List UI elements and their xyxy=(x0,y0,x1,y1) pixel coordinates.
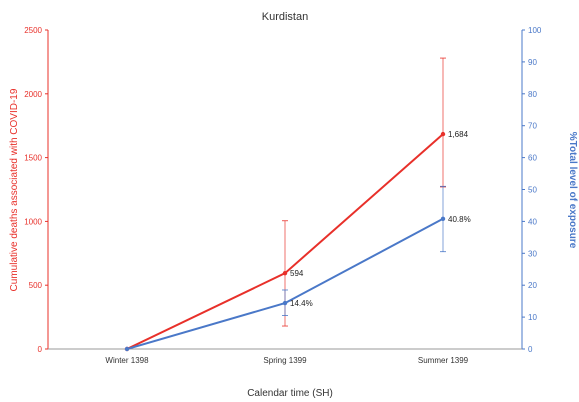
left-tick-label: 2500 xyxy=(24,26,42,35)
chart-marks: 594 1,684 14.4% 40.8% xyxy=(124,57,471,352)
series-2-data-label: 14.4% xyxy=(290,299,313,308)
series-2-point xyxy=(124,346,130,352)
left-tick-label: 1500 xyxy=(24,154,42,163)
series-1-data-label: 594 xyxy=(290,269,304,278)
left-axis-label: Cumulative deaths associated with COVID-… xyxy=(9,88,20,291)
left-tick-label: 500 xyxy=(29,281,43,290)
tick-labels: 0 500 1000 1500 2000 2500 0 10 20 30 40 50 60 70 80 90 1… xyxy=(24,26,542,365)
x-tick-label: Summer 1399 xyxy=(418,356,469,365)
series-1-point xyxy=(282,271,288,276)
x-tick-label: Spring 1399 xyxy=(263,356,307,365)
right-tick-label: 40 xyxy=(528,217,537,226)
right-tick-label: 90 xyxy=(528,58,537,67)
series-1-data-label: 1,684 xyxy=(448,130,469,139)
right-axis-label: %Total level of exposure xyxy=(567,132,578,249)
right-tick-label: 20 xyxy=(528,281,537,290)
x-tick-label: Winter 1398 xyxy=(105,356,149,365)
right-tick-label: 100 xyxy=(528,26,542,35)
right-tick-label: 70 xyxy=(528,122,537,131)
right-tick-label: 60 xyxy=(528,154,537,163)
series-2-data-label: 40.8% xyxy=(448,215,471,224)
right-tick-label: 50 xyxy=(528,186,537,195)
left-tick-label: 2000 xyxy=(24,90,42,99)
series-1-point xyxy=(440,131,446,137)
right-tick-label: 30 xyxy=(528,249,537,258)
series-2-point xyxy=(440,216,446,222)
right-tick-label: 0 xyxy=(528,345,533,354)
left-tick-label: 0 xyxy=(38,345,43,354)
chart-title: Kurdistan xyxy=(262,11,308,23)
left-tick-label: 1000 xyxy=(24,217,42,226)
right-tick-label: 10 xyxy=(528,313,537,322)
series-2-point xyxy=(282,300,288,306)
right-tick-label: 80 xyxy=(528,90,537,99)
x-axis-label: Calendar time (SH) xyxy=(247,388,333,399)
